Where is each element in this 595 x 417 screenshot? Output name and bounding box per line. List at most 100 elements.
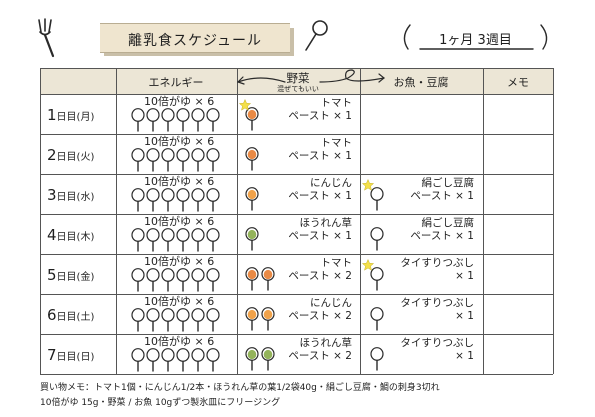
column-header-vegetable-note: 混ぜてもいい (277, 85, 319, 93)
rice-porridge-spoon-icon (146, 108, 160, 132)
vegetable-text: にんじん ペースト × 1 (288, 177, 352, 202)
rice-porridge-spoon-icon (176, 308, 190, 332)
day-suffix: 日目 (56, 192, 77, 203)
day-label: 7日目(日) (47, 346, 94, 364)
fish-tofu-spoon-icon (370, 347, 384, 371)
arrow-icon (236, 76, 286, 85)
rice-porridge-spoon-icon (146, 348, 160, 372)
rice-porridge-spoon-icon (206, 108, 220, 132)
star-icon (362, 179, 374, 191)
title-banner: 離乳食スケジュール (100, 23, 294, 56)
star-icon (362, 259, 374, 271)
rice-porridge-spoon-icon (161, 228, 175, 252)
fish-tofu-text: 絹ごし豆腐 ペースト × 1 (410, 217, 474, 242)
vegetable-spoon-icon (245, 187, 259, 211)
day-number: 1 (47, 106, 57, 124)
table-column-divider (483, 68, 484, 374)
rice-porridge-spoon-icon (131, 148, 145, 172)
rice-porridge-spoon-icon (206, 228, 220, 252)
rice-porridge-spoon-icon (131, 108, 145, 132)
vegetable-spoon-icon (261, 307, 275, 331)
day-suffix: 日目 (56, 272, 77, 283)
fish-tofu-text: タイすりつぶし × 1 (400, 337, 474, 362)
vegetable-text: トマト ペースト × 1 (288, 97, 352, 122)
table-row-divider (40, 94, 553, 95)
fork-icon (38, 18, 55, 58)
energy-text: 10倍がゆ × 6 (144, 295, 215, 308)
fish-tofu-spoon-icon (370, 307, 384, 331)
rice-porridge-spoon-icon (191, 108, 205, 132)
day-number: 6 (47, 306, 57, 324)
weekday: (火) (76, 152, 95, 163)
energy-text: 10倍がゆ × 6 (144, 215, 215, 228)
rice-porridge-spoon-icon (206, 348, 220, 372)
vegetable-spoon-icon (245, 227, 259, 251)
energy-text: 10倍がゆ × 6 (144, 95, 215, 108)
day-label: 3日目(水) (47, 186, 94, 204)
day-number: 4 (47, 226, 57, 244)
loop-arrow-icon (319, 69, 385, 83)
column-header-energy: エネルギー (148, 76, 204, 89)
day-label: 2日目(火) (47, 146, 94, 164)
vegetable-text: ほうれん草 ペースト × 2 (288, 337, 352, 362)
vegetable-spoon-icon (245, 107, 259, 131)
table-row-divider (40, 254, 553, 255)
table-row-divider (40, 334, 553, 335)
vegetable-text: ほうれん草 ペースト × 1 (288, 217, 352, 242)
rice-porridge-spoon-icon (191, 188, 205, 212)
day-suffix: 日目 (56, 232, 77, 243)
rice-porridge-spoon-icon (176, 268, 190, 292)
rice-porridge-spoon-icon (176, 108, 190, 132)
vegetable-spoon-icon (245, 147, 259, 171)
shopping-memo: 買い物メモ：トマト1個・にんじん1/2本・ほうれん草の葉1/2袋40g・絹ごし豆… (40, 383, 440, 393)
vegetable-text: トマト ペースト × 1 (288, 137, 352, 162)
week-badge: 1ヶ月 3週目 (398, 22, 553, 52)
week-label: 1ヶ月 3週目 (439, 33, 512, 48)
vegetable-spoon-icon (245, 347, 259, 371)
weekday: (日) (76, 352, 95, 363)
fish-tofu-spoon-icon (370, 267, 384, 291)
fish-tofu-text: タイすりつぶし × 1 (400, 257, 474, 282)
table-row-divider (40, 68, 553, 69)
day-label: 4日目(木) (47, 226, 94, 244)
fish-tofu-spoon-icon (370, 227, 384, 251)
rice-porridge-spoon-icon (191, 308, 205, 332)
fish-tofu-text: タイすりつぶし × 1 (400, 297, 474, 322)
rice-porridge-spoon-icon (191, 268, 205, 292)
rice-porridge-spoon-icon (161, 148, 175, 172)
rice-porridge-spoon-icon (191, 348, 205, 372)
table-row-divider (40, 214, 553, 215)
vegetable-text: にんじん ペースト × 2 (288, 297, 352, 322)
day-number: 2 (47, 146, 57, 164)
rice-porridge-spoon-icon (131, 308, 145, 332)
rice-porridge-spoon-icon (206, 188, 220, 212)
rice-porridge-spoon-icon (176, 188, 190, 212)
rice-porridge-spoon-icon (191, 148, 205, 172)
day-label: 1日目(月) (47, 106, 94, 124)
rice-porridge-spoon-icon (161, 108, 175, 132)
weekday: (月) (76, 112, 95, 123)
energy-text: 10倍がゆ × 6 (144, 175, 215, 188)
day-suffix: 日目 (56, 352, 77, 363)
vegetable-text: トマト ペースト × 2 (288, 257, 352, 282)
column-header-fish-tofu: お魚・豆腐 (393, 76, 449, 89)
weekday: (水) (76, 192, 95, 203)
rice-porridge-spoon-icon (161, 308, 175, 332)
day-label: 5日目(金) (47, 266, 94, 284)
weekday: (木) (76, 232, 95, 243)
rice-porridge-spoon-icon (146, 308, 160, 332)
rice-porridge-spoon-icon (146, 228, 160, 252)
table-column-divider (40, 68, 41, 374)
rice-porridge-spoon-icon (131, 188, 145, 212)
rice-porridge-spoon-icon (161, 348, 175, 372)
rice-porridge-spoon-icon (131, 348, 145, 372)
weekday: (土) (76, 312, 95, 323)
table-row-divider (40, 374, 553, 375)
energy-text: 10倍がゆ × 6 (144, 135, 215, 148)
rice-porridge-spoon-icon (131, 228, 145, 252)
table-header-band (40, 68, 553, 94)
day-number: 7 (47, 346, 57, 364)
star-icon (239, 99, 251, 111)
rice-porridge-spoon-icon (191, 228, 205, 252)
energy-text: 10倍がゆ × 6 (144, 255, 215, 268)
